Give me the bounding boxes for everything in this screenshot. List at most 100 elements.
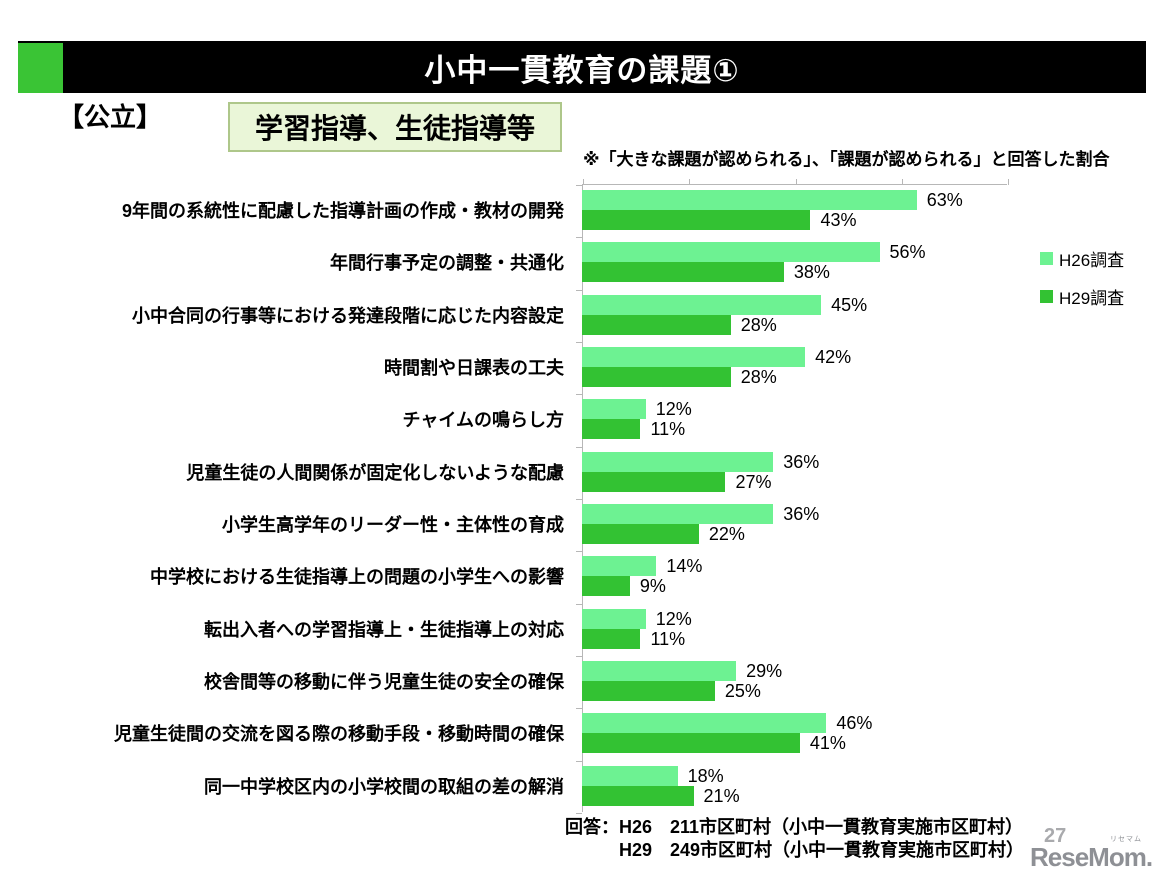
response-note: 回答：H26 211市区町村（小中一貫教育実施市区町村） H29 249市区町村… xyxy=(565,816,1024,862)
legend-item-h26: H26調査 xyxy=(1040,246,1124,271)
category-bars: 14% 9% xyxy=(582,550,1007,602)
logo-text: ReseMom. xyxy=(1030,842,1153,872)
chart-row: 転出入者への学習指導上・生徒指導上の対応 12% 11% xyxy=(0,603,1164,655)
category-bars: 12% 11% xyxy=(582,603,1007,655)
bar-H29調査 xyxy=(582,681,715,701)
bar-H29調査 xyxy=(582,628,641,649)
logo-ruby: リセマム xyxy=(1110,836,1142,843)
category-bars: 46% 41% xyxy=(582,707,1007,759)
bar-H26調査 xyxy=(582,608,646,629)
category-label: 同一中学校区内の小学校間の取組の差の解消 xyxy=(204,776,564,797)
category-bars: 56% 38% xyxy=(582,236,1007,288)
category-bars: 18% 21% xyxy=(582,760,1007,812)
value-label-H26調査: 36% xyxy=(783,504,820,524)
value-label-H26調査: 36% xyxy=(783,451,820,472)
category-label: 時間割や日課表の工夫 xyxy=(384,358,564,379)
bar-H29調査 xyxy=(582,524,699,544)
category-bars: 42% 28% xyxy=(582,341,1007,393)
y-axis-tick xyxy=(576,551,582,552)
y-axis-tick xyxy=(576,394,582,395)
value-label-H26調査: 14% xyxy=(666,556,703,577)
bar-H26調査 xyxy=(582,347,806,367)
chart-row: 時間割や日課表の工夫 42% 28% xyxy=(0,341,1164,393)
category-label: 児童生徒間の交流を図る際の移動手段・移動時間の確保 xyxy=(114,724,564,745)
value-label-H29調査: 28% xyxy=(740,314,777,335)
value-label-H26調査: 63% xyxy=(926,190,963,210)
bar-H26調査 xyxy=(582,399,646,420)
bar-H29調査 xyxy=(582,210,811,230)
bar-H29調査 xyxy=(582,471,726,492)
bar-H29調査 xyxy=(582,262,784,283)
bar-H29調査 xyxy=(582,785,694,806)
bar-H29調査 xyxy=(582,314,731,335)
value-label-H29調査: 9% xyxy=(639,576,666,597)
category-label: 小中合同の行事等における発達段階に応じた内容設定 xyxy=(132,305,564,326)
header-accent-square xyxy=(18,43,63,93)
legend-item-h29: H29調査 xyxy=(1040,284,1124,309)
chart-row: チャイムの鳴らし方 12% 11% xyxy=(0,393,1164,445)
value-label-H29調査: 43% xyxy=(820,210,857,230)
category-label: 校舎間等の移動に伴う児童生徒の安全の確保 xyxy=(204,672,564,693)
page-number: 27 xyxy=(1044,825,1067,847)
value-label-H26調査: 29% xyxy=(746,661,783,681)
y-axis-tick xyxy=(576,761,582,762)
y-axis-tick xyxy=(576,447,582,448)
y-axis-tick xyxy=(576,185,582,186)
category-bars: 29% 25% xyxy=(582,655,1007,707)
value-label-H26調査: 18% xyxy=(687,765,724,786)
category-bars: 63% 43% xyxy=(582,184,1007,236)
chart-row: 小中合同の行事等における発達段階に応じた内容設定 45% 28% xyxy=(0,289,1164,341)
bar-H26調査 xyxy=(582,294,822,315)
bar-H29調査 xyxy=(582,576,630,597)
category-label: 中学校における生徒指導上の問題の小学生への影響 xyxy=(150,567,564,588)
x-axis-tick xyxy=(901,179,903,185)
category-box-label: 学習指導、生徒指導等 xyxy=(254,113,535,144)
header-bar: 小中一貫教育の課題① xyxy=(18,41,1146,93)
bar-H29調査 xyxy=(582,367,731,387)
value-label-H26調査: 45% xyxy=(831,294,868,315)
bar-H26調査 xyxy=(582,713,827,734)
category-label: 転出入者への学習指導上・生徒指導上の対応 xyxy=(204,619,564,640)
value-label-H29調査: 22% xyxy=(708,524,745,544)
value-label-H29調査: 11% xyxy=(650,419,686,440)
category-bars: 36% 22% xyxy=(582,498,1007,550)
value-label-H26調査: 12% xyxy=(655,608,692,629)
bar-chart: 9年間の系統性に配慮した指導計画の作成・教材の開発 63% 43% 年間行事予定の調整… xyxy=(0,179,1164,814)
value-label-H26調査: 12% xyxy=(655,399,692,420)
value-label-H29調査: 41% xyxy=(809,733,846,754)
chart-row: 児童生徒の人間関係が固定化しないような配慮 36% 27% xyxy=(0,446,1164,498)
y-axis-tick xyxy=(576,499,582,500)
x-axis-tick xyxy=(583,179,584,185)
value-label-H29調査: 28% xyxy=(740,367,777,387)
chart-row: 校舎間等の移動に伴う児童生徒の安全の確保 29% 25% xyxy=(0,655,1164,707)
response-note-line2: H29 249市区町村（小中一貫教育実施市区町村） xyxy=(619,840,1025,860)
legend-swatch-h29 xyxy=(1040,290,1053,303)
chart-row: 9年間の系統性に配慮した指導計画の作成・教材の開発 63% 43% xyxy=(0,184,1164,236)
category-label: 9年間の系統性に配慮した指導計画の作成・教材の開発 xyxy=(121,201,564,222)
bar-H29調査 xyxy=(582,419,641,440)
value-label-H29調査: 25% xyxy=(724,681,761,701)
y-axis-tick xyxy=(576,237,582,238)
legend-label-h26: H26調査 xyxy=(1059,251,1125,270)
resemom-logo: 27 リセマム ReseMom. xyxy=(1030,825,1153,877)
category-label: 年間行事予定の調整・共通化 xyxy=(330,253,564,274)
y-axis-tick xyxy=(576,708,582,709)
value-label-H29調査: 38% xyxy=(793,262,830,283)
chart-row: 年間行事予定の調整・共通化 56% 38% xyxy=(0,236,1164,288)
value-label-H29調査: 21% xyxy=(703,785,740,806)
value-label-H26調査: 42% xyxy=(815,347,852,367)
category-box: 学習指導、生徒指導等 xyxy=(228,102,562,152)
category-label: 小学生高学年のリーダー性・主体性の育成 xyxy=(222,515,564,536)
bar-H26調査 xyxy=(582,242,880,263)
x-axis-tick xyxy=(795,179,797,185)
category-label: 児童生徒の人間関係が固定化しないような配慮 xyxy=(186,462,564,483)
bar-H29調査 xyxy=(582,733,800,754)
category-bars: 36% 27% xyxy=(582,446,1007,498)
response-note-line1: 回答：H26 211市区町村（小中一貫教育実施市区町村） xyxy=(565,817,1024,837)
x-axis-tick xyxy=(1008,179,1009,185)
y-axis-tick xyxy=(576,342,582,343)
legend-label-h29: H29調査 xyxy=(1059,289,1125,308)
chart-row: 同一中学校区内の小学校間の取組の差の解消 18% 21% xyxy=(0,760,1164,812)
bar-H26調査 xyxy=(582,765,678,786)
